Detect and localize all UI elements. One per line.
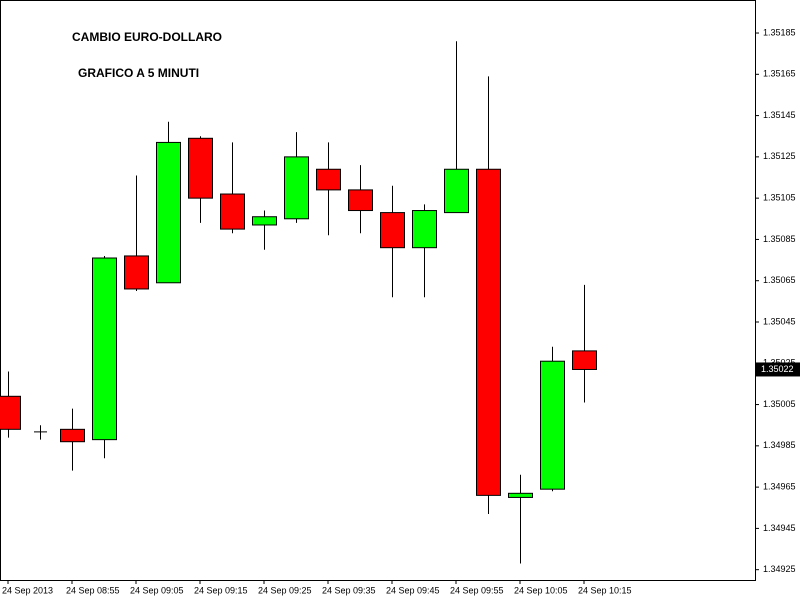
candle-body bbox=[412, 210, 437, 249]
candle-body bbox=[508, 492, 533, 498]
x-tick-label: 24 Sep 09:05 bbox=[130, 585, 184, 595]
candle-body bbox=[188, 137, 213, 199]
x-tick-label: 24 Sep 09:35 bbox=[322, 585, 376, 595]
chart-title: CAMBIO EURO-DOLLARO bbox=[72, 30, 222, 44]
y-tick-label: 1.34925 bbox=[763, 564, 796, 574]
candle-body bbox=[348, 189, 373, 212]
y-tick-label: 1.35185 bbox=[763, 27, 796, 37]
y-tick-label: 1.34985 bbox=[763, 440, 796, 450]
x-tick-label: 24 Sep 09:55 bbox=[450, 585, 504, 595]
y-tick-label: 1.35165 bbox=[763, 69, 796, 79]
y-tick-label: 1.35105 bbox=[763, 193, 796, 203]
x-tick-label: 24 Sep 10:05 bbox=[514, 585, 568, 595]
x-tick-label: 24 Sep 08:55 bbox=[66, 585, 120, 595]
x-tick-label: 24 Sep 09:45 bbox=[386, 585, 440, 595]
plot-frame bbox=[0, 0, 756, 581]
y-tick-label: 1.35085 bbox=[763, 234, 796, 244]
candle-body bbox=[476, 168, 501, 496]
y-tick-label: 1.34945 bbox=[763, 523, 796, 533]
x-tick-label: 24 Sep 10:15 bbox=[578, 585, 632, 595]
candle-body bbox=[92, 257, 117, 441]
x-tick-label: 24 Sep 2013 bbox=[2, 585, 53, 595]
candle-body bbox=[156, 141, 181, 284]
candle-body bbox=[252, 216, 277, 226]
y-tick-label: 1.35045 bbox=[763, 316, 796, 326]
x-tick-label: 24 Sep 09:15 bbox=[194, 585, 248, 595]
candle-body bbox=[540, 360, 565, 490]
candle-body bbox=[444, 168, 469, 214]
candle-body bbox=[284, 156, 309, 220]
chart-subtitle: GRAFICO A 5 MINUTI bbox=[78, 66, 199, 80]
x-tick-label: 24 Sep 09:25 bbox=[258, 585, 312, 595]
y-tick-label: 1.34965 bbox=[763, 481, 796, 491]
y-tick-label: 1.35125 bbox=[763, 151, 796, 161]
candle-body bbox=[380, 212, 405, 249]
last-price-box bbox=[756, 362, 800, 377]
y-tick-label: 1.35005 bbox=[763, 399, 796, 409]
y-tick-label: 1.35145 bbox=[763, 110, 796, 120]
candle-body bbox=[124, 255, 149, 290]
candle-body bbox=[0, 395, 21, 430]
candle-body bbox=[572, 350, 597, 370]
last-price-label: 1.35022 bbox=[761, 364, 794, 374]
y-tick-label: 1.35065 bbox=[763, 275, 796, 285]
candle-body bbox=[220, 193, 245, 230]
candle-body bbox=[60, 428, 85, 443]
candle-body bbox=[316, 168, 341, 191]
